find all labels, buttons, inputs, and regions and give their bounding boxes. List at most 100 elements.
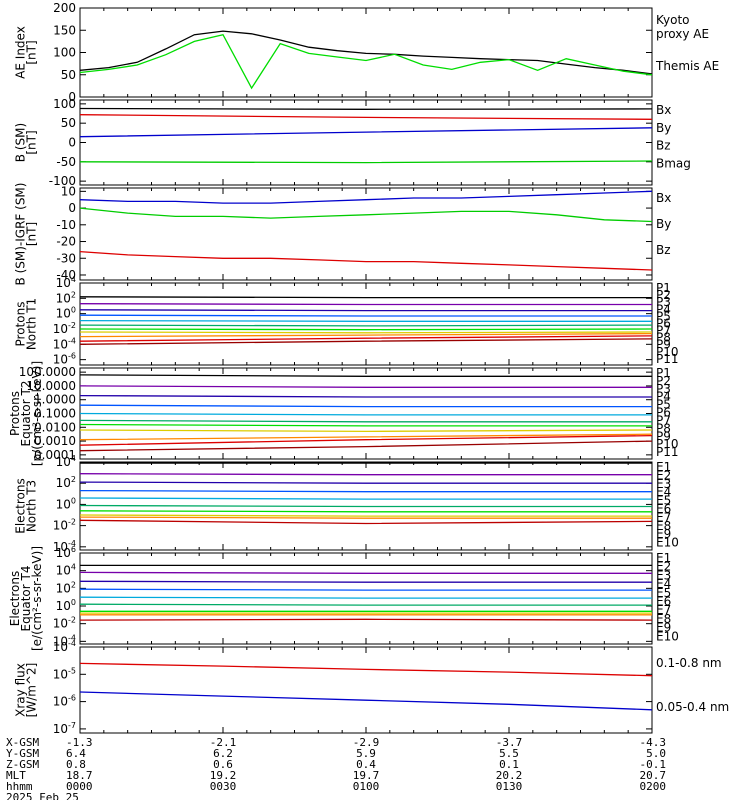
y-axis-label: [nT] [25, 40, 39, 64]
footer-value: 20.7 [640, 769, 667, 782]
plot-frame [79, 7, 653, 98]
footer-value: 20.2 [496, 769, 523, 782]
footer-value: 0030 [210, 780, 237, 793]
legend-entry: E7 [656, 603, 671, 617]
y-axis-label: Protons [14, 302, 28, 347]
y-tick-label: 102 [56, 290, 76, 305]
series-e4-line [80, 588, 652, 591]
y-tick-label: 200 [53, 1, 76, 15]
legend-entry: E10 [656, 629, 679, 643]
footer-value: -2.9 [353, 736, 380, 749]
series-p3-line [80, 309, 652, 312]
y-tick-label: 104 [56, 563, 76, 578]
legend-entry: E5 [656, 586, 671, 600]
series-p7-line [80, 423, 652, 427]
series-by-line [80, 160, 652, 164]
y-axis-label: [W/m^2] [25, 663, 39, 718]
series-e6-line [80, 603, 652, 606]
series-p6-line [80, 419, 652, 423]
y-tick-label: 10.0000 [26, 379, 76, 393]
legend-entry: Bx [656, 103, 671, 117]
legend-entry: E6 [656, 595, 671, 609]
y-axis-label: [p/(cm²-s-sr-keV)] [30, 361, 44, 466]
y-axis-label: Equator T4 [19, 566, 33, 632]
y-axis-label: Equator T2 [19, 381, 33, 447]
series-e10-line [80, 618, 652, 621]
y-tick-label: 10-2 [53, 321, 76, 336]
footer-row-label: hhmm [6, 780, 33, 793]
legend-entry: E2 [656, 560, 671, 574]
series-e5-line [80, 596, 652, 599]
legend-entry: P4 [656, 302, 671, 316]
y-axis-label: Electrons [14, 478, 28, 533]
y-tick-label: 0 [68, 136, 76, 150]
series-e8-line [80, 514, 652, 517]
y-tick-label: 150 [53, 23, 76, 37]
legend-entry: P8 [656, 331, 671, 345]
legend-entry: P1 [656, 281, 671, 295]
legend-entry: By [656, 121, 671, 135]
legend-entry: 0.1-0.8 nm [656, 656, 722, 670]
footer-value: 5.0 [646, 747, 666, 760]
legend-entry: E9 [656, 527, 671, 541]
y-tick-label: 104 [56, 454, 76, 469]
orbit-footer: X-GSM -1.3 -2.1 -2.9 -3.7 -4.3 Y-GSM 6.4 6.2 5.9 5… [6, 736, 666, 800]
series-p4-line [80, 314, 652, 317]
legend-entry: P1 [656, 366, 671, 380]
legend-entry: P8 [656, 421, 671, 435]
plot-frame [79, 282, 653, 366]
footer-value: 0200 [640, 780, 667, 793]
legend-entry: P6 [656, 316, 671, 330]
y-tick-label: 100.0000 [19, 365, 76, 379]
legend-entry: Bx [656, 191, 671, 205]
footer-value: -4.3 [640, 736, 667, 749]
y-tick-label: 50 [61, 116, 76, 130]
y-tick-label: 10-4 [53, 336, 76, 351]
legend-entry: 0.05-0.4 nm [656, 700, 729, 714]
legend-entry: E2 [656, 468, 671, 482]
y-tick-label: 106 [56, 545, 76, 560]
y-axis-label: [nT] [25, 222, 39, 246]
y-tick-label: -100 [49, 174, 76, 188]
y-tick-label: 10 [61, 184, 76, 198]
legend-entry: P6 [656, 406, 671, 420]
panel-5: 100.000010.00001.00000.10000.01000.00100… [8, 361, 679, 466]
footer-value: 0.6 [213, 758, 233, 771]
y-tick-label: -50 [56, 155, 76, 169]
legend-entry: E6 [656, 502, 671, 516]
series-bz-line [80, 250, 652, 271]
legend-entry: P4 [656, 390, 671, 404]
y-axis-label: Protons [8, 391, 22, 436]
footer-value: -0.1 [640, 758, 667, 771]
legend-entry: proxy AE [656, 27, 709, 41]
series-e10-line [80, 519, 652, 525]
panel-8: 10-4 10-5 10-6 10-7 Xray flux[W/m^2] 0.1-0.8 … [14, 639, 730, 736]
footer-value: 6.4 [66, 747, 86, 760]
series-e4-line [80, 489, 652, 493]
series-e3-line [80, 580, 652, 583]
series-p11-line [80, 338, 652, 345]
footer-value: 19.7 [353, 769, 380, 782]
y-axis-label: [nT] [25, 130, 39, 154]
series-p1-line [80, 374, 652, 377]
legend-entry: By [656, 217, 671, 231]
y-axis-label: North T3 [25, 480, 39, 532]
footer-value: 19.2 [210, 769, 237, 782]
footer-value: 5.9 [356, 747, 376, 760]
series-0-05-0-4-nm-line [80, 691, 652, 711]
series-p10-line [80, 335, 652, 342]
panel-3: -40 -30 -20 -10 0 10 B (SM)-IGRF (SM)[nT] Bx By B… [14, 183, 672, 286]
legend-entry: E10 [656, 536, 679, 550]
series-p5-line [80, 319, 652, 322]
y-tick-label: 0.0001 [34, 448, 76, 462]
series-p9-line [80, 332, 652, 338]
legend-entry: P5 [656, 309, 671, 323]
legend-entry: Bz [656, 243, 671, 257]
series-p6-line [80, 324, 652, 327]
series-bx-line [80, 127, 652, 138]
legend-entry: P2 [656, 374, 671, 388]
series-p3-line [80, 394, 652, 398]
footer-row-label: X-GSM [6, 736, 39, 749]
